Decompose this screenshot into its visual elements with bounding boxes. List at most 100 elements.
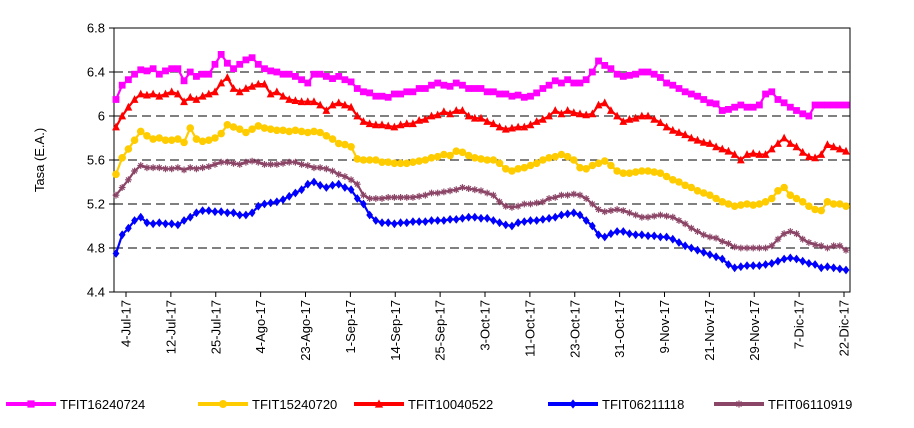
data-point — [737, 201, 745, 209]
legend-label: TFIT10040522 — [408, 397, 493, 412]
data-point — [650, 70, 658, 78]
data-point — [613, 227, 621, 236]
data-point — [211, 207, 219, 217]
data-point — [297, 97, 306, 106]
data-point — [657, 211, 664, 219]
data-point — [322, 73, 330, 80]
data-point — [464, 151, 473, 160]
data-point — [526, 120, 535, 129]
data-point — [272, 87, 281, 96]
data-point — [155, 164, 163, 172]
data-point — [495, 159, 504, 168]
data-point — [681, 88, 689, 96]
data-point — [792, 194, 801, 203]
data-point — [452, 186, 460, 194]
data-point — [626, 229, 633, 239]
data-point — [632, 211, 640, 219]
data-point — [830, 242, 838, 250]
data-point — [533, 89, 541, 97]
data-point — [545, 213, 553, 223]
data-point — [650, 114, 659, 123]
data-point — [242, 84, 250, 92]
data-point — [631, 113, 640, 122]
data-point — [824, 262, 831, 272]
data-point — [161, 136, 170, 144]
data-point — [582, 76, 590, 84]
data-point — [619, 207, 627, 214]
data-point — [359, 156, 368, 164]
x-tick-label: 22-Dic-17 — [837, 300, 852, 356]
data-point — [477, 155, 485, 163]
data-point — [205, 70, 213, 78]
data-point — [545, 111, 553, 120]
data-point — [427, 154, 436, 162]
data-point — [217, 129, 225, 138]
data-point — [767, 144, 776, 153]
data-point — [675, 178, 683, 186]
data-point — [632, 230, 640, 240]
data-point — [657, 74, 664, 81]
y-axis-ticks: 4.4 4.8 5.2 5.6 6 6.4 6.8 — [87, 21, 114, 300]
data-point — [434, 189, 442, 197]
data-point — [508, 123, 516, 132]
data-point — [724, 200, 733, 208]
data-point — [694, 92, 701, 100]
data-point — [774, 235, 782, 243]
data-point — [762, 90, 769, 98]
data-point — [613, 111, 622, 120]
data-point — [421, 114, 430, 123]
data-point — [118, 111, 127, 120]
data-point — [514, 218, 522, 228]
data-point — [663, 79, 670, 87]
data-point — [403, 88, 411, 96]
data-point — [137, 66, 145, 74]
data-point — [687, 133, 696, 142]
x-tick-label: 11-Oct-17 — [522, 300, 537, 357]
data-point — [638, 230, 646, 240]
data-point — [465, 212, 473, 222]
data-point — [706, 233, 714, 241]
y-tick-label: 6.4 — [87, 65, 105, 80]
data-point — [619, 117, 628, 125]
data-point — [402, 159, 411, 168]
data-point — [681, 220, 689, 228]
data-point — [452, 147, 461, 155]
data-point — [204, 89, 213, 98]
legend-item: TFIT16240724 — [6, 397, 145, 412]
legend-label: TFIT06211118 — [602, 397, 684, 412]
data-point — [124, 176, 132, 184]
data-point — [644, 68, 652, 76]
data-point — [297, 127, 306, 136]
data-point — [786, 191, 795, 199]
data-point — [347, 78, 355, 86]
data-point — [823, 198, 832, 206]
data-point — [360, 199, 367, 209]
data-point — [730, 202, 739, 210]
data-point — [613, 70, 621, 78]
data-point — [248, 81, 257, 90]
y-tick-label: 4.4 — [87, 285, 105, 300]
data-point — [662, 172, 671, 181]
data-point — [230, 208, 237, 218]
data-point — [248, 157, 256, 165]
data-point — [409, 194, 417, 201]
data-point — [415, 85, 423, 92]
data-point — [428, 189, 435, 197]
data-point — [626, 209, 633, 217]
data-point — [600, 157, 609, 165]
data-point — [725, 260, 732, 269]
data-point — [155, 70, 163, 78]
data-point — [582, 110, 591, 119]
data-point — [273, 68, 281, 76]
data-point — [198, 91, 207, 100]
data-point — [829, 200, 838, 208]
data-point — [558, 210, 565, 220]
data-point — [248, 125, 256, 133]
data-point — [459, 184, 466, 191]
data-point — [211, 60, 219, 68]
data-point — [118, 230, 126, 240]
data-point — [743, 244, 751, 252]
data-point — [749, 261, 757, 270]
data-point — [471, 154, 479, 162]
data-point — [186, 124, 195, 132]
